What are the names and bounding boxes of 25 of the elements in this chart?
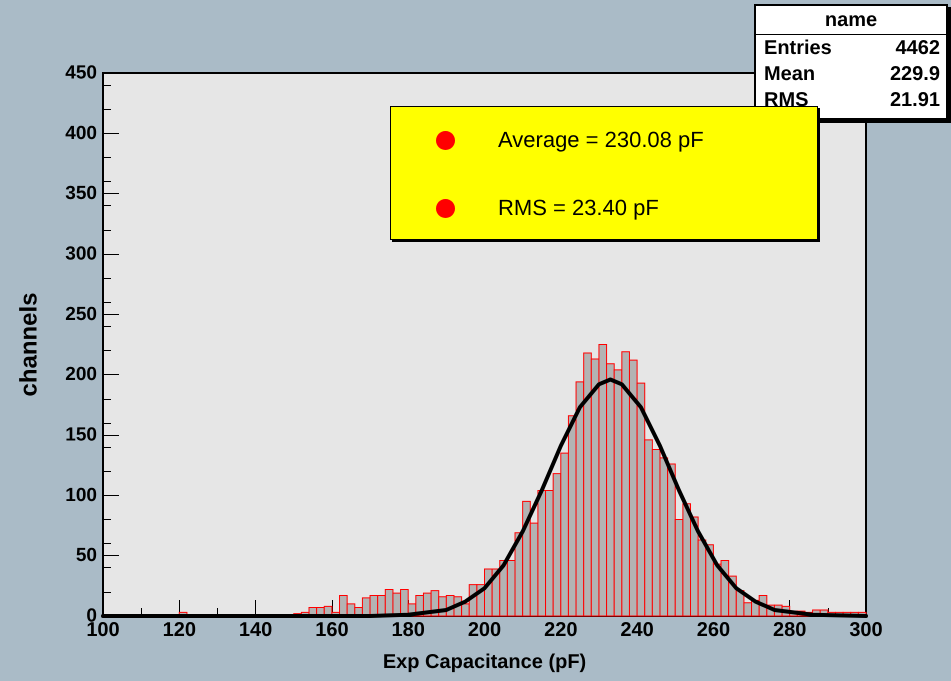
x-tick-label: 140 <box>238 619 272 641</box>
y-tick-label: 300 <box>65 244 97 264</box>
x-tick-label: 240 <box>620 619 654 641</box>
y-tick-label: 50 <box>76 545 97 566</box>
x-tick-label: 160 <box>315 619 349 641</box>
x-tick-label: 120 <box>162 619 196 641</box>
x-tick-label: 180 <box>392 619 425 641</box>
x-tick-label: 260 <box>696 619 730 641</box>
annotation: Average = 230.08 pF <box>498 127 704 153</box>
annotation: RMS = 23.40 pF <box>498 195 659 221</box>
x-tick-label: 300 <box>849 619 883 641</box>
note-box: Average = 230.08 pF RMS = 23.40 pF <box>390 106 818 240</box>
y-axis-title: channels <box>16 292 42 397</box>
y-tick-label: 100 <box>65 484 97 506</box>
y-tick-label: 200 <box>65 364 97 386</box>
y-tick-label: 400 <box>65 122 97 144</box>
x-tick-label: 200 <box>468 619 502 641</box>
x-axis-title: Exp Capacitance (pF) <box>382 651 586 673</box>
x-tick-label: 280 <box>773 619 806 641</box>
stats-box: name Entries 4462 Mean 229.9 RMS 21.91 <box>754 4 948 120</box>
y-tick-label: 450 <box>65 62 97 84</box>
x-tick-label: 220 <box>544 619 578 641</box>
y-tick-label: 250 <box>65 304 97 325</box>
y-tick-label: 150 <box>65 424 97 446</box>
y-tick-label: 350 <box>65 183 97 204</box>
